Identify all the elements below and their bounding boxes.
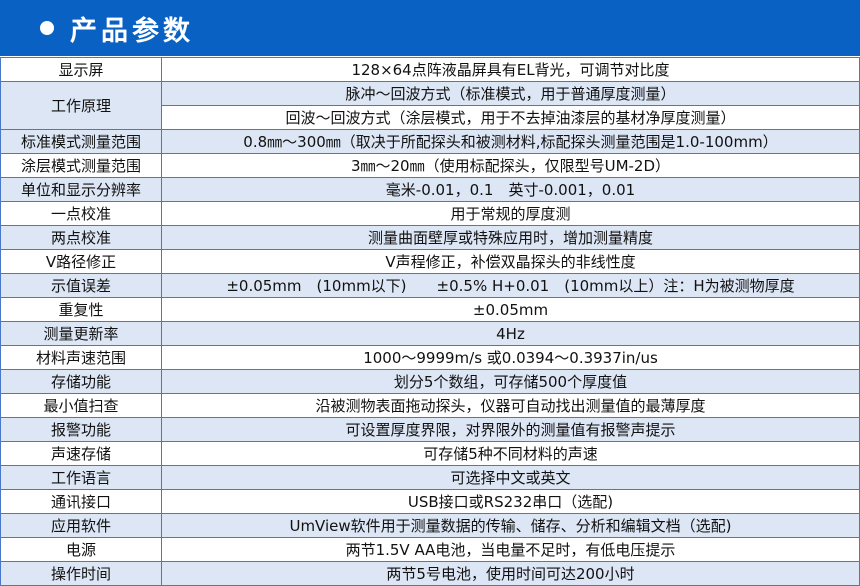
- param-value: 划分5个数组，可存储500个厚度值: [161, 369, 860, 394]
- table-row: 回波～回波方式（涂层模式，用于不去掉油漆层的基材净厚度测量）: [1, 105, 860, 130]
- param-label: 示值误差: [0, 273, 162, 298]
- param-value: 两节5号电池，使用时间可达200小时: [161, 561, 860, 586]
- table-row: 通讯接口 USB接口或RS232串口（选配): [0, 489, 860, 514]
- section-title: 产品参数: [70, 15, 194, 47]
- param-value: UmView软件用于测量数据的传输、储存、分析和编辑文档（选配): [161, 513, 860, 538]
- table-row: 一点校准 用于常规的厚度测: [0, 201, 860, 226]
- param-label: 单位和显示分辨率: [0, 177, 162, 202]
- bullet-icon: [40, 21, 54, 35]
- table-row: 工作语言 可选择中文或英文: [0, 465, 860, 490]
- param-label: 两点校准: [0, 225, 162, 250]
- param-label: V路径修正: [0, 249, 162, 274]
- table-row: 材料声速范围 1000～9999m/s 或0.0394～0.3937in/us: [0, 345, 860, 370]
- param-label: 声速存储: [0, 441, 162, 466]
- param-value: 脉冲～回波方式（标准模式，用于普通厚度测量）: [161, 81, 860, 106]
- table-row: 工作原理 脉冲～回波方式（标准模式，用于普通厚度测量）: [0, 81, 860, 130]
- param-label: 通讯接口: [0, 489, 162, 514]
- param-value: ±0.05mm: [161, 297, 860, 322]
- param-value: 沿被测物表面拖动探头，仪器可自动找出测量值的最薄厚度: [161, 393, 860, 418]
- param-value: 1000～9999m/s 或0.0394～0.3937in/us: [161, 345, 860, 370]
- param-label: 测量更新率: [0, 321, 162, 346]
- param-label: 操作时间: [0, 561, 162, 586]
- table-row: 显示屏 128×64点阵液晶屏具有EL背光，可调节对比度: [0, 57, 860, 82]
- table-row: 单位和显示分辨率 毫米-0.01，0.1 英寸-0.001，0.01: [0, 177, 860, 202]
- table-row: 电源 两节1.5V AA电池，当电量不足时，有低电压提示: [0, 537, 860, 562]
- param-label: 工作语言: [0, 465, 162, 490]
- param-label: 标准模式测量范围: [0, 129, 162, 154]
- param-label: 一点校准: [0, 201, 162, 226]
- spec-table: 显示屏 128×64点阵液晶屏具有EL背光，可调节对比度 工作原理 脉冲～回波方式（标…: [0, 57, 860, 586]
- param-value: 回波～回波方式（涂层模式，用于不去掉油漆层的基材净厚度测量）: [161, 105, 860, 130]
- param-label: 最小值扫查: [0, 393, 162, 418]
- table-row: 标准模式测量范围 0.8㎜～300㎜（取决于所配探头和被测材料,标配探头测量范围是…: [0, 129, 860, 154]
- param-label: 存储功能: [0, 369, 162, 394]
- table-row: 涂层模式测量范围 3㎜～20㎜（使用标配探头，仅限型号UM-2D）: [0, 153, 860, 178]
- param-value: 3㎜～20㎜（使用标配探头，仅限型号UM-2D）: [161, 153, 860, 178]
- param-label: 应用软件: [0, 513, 162, 538]
- table-row: 存储功能 划分5个数组，可存储500个厚度值: [0, 369, 860, 394]
- param-label: 工作原理: [0, 81, 162, 130]
- table-row: 两点校准 测量曲面壁厚或特殊应用时，增加测量精度: [0, 225, 860, 250]
- param-value: 可选择中文或英文: [161, 465, 860, 490]
- table-row: 报警功能 可设置厚度界限，对界限外的测量值有报警声提示: [0, 417, 860, 442]
- param-value: USB接口或RS232串口（选配): [161, 489, 860, 514]
- param-value: V声程修正，补偿双晶探头的非线性度: [161, 249, 860, 274]
- param-value: 4Hz: [161, 321, 860, 346]
- table-row: 测量更新率 4Hz: [0, 321, 860, 346]
- param-value: 两节1.5V AA电池，当电量不足时，有低电压提示: [161, 537, 860, 562]
- table-row: 最小值扫查 沿被测物表面拖动探头，仪器可自动找出测量值的最薄厚度: [0, 393, 860, 418]
- param-value: 可存储5种不同材料的声速: [161, 441, 860, 466]
- table-row: V路径修正 V声程修正，补偿双晶探头的非线性度: [0, 249, 860, 274]
- param-label: 重复性: [0, 297, 162, 322]
- section-header: 产品参数: [0, 0, 860, 56]
- param-label: 涂层模式测量范围: [0, 153, 162, 178]
- param-value: 毫米-0.01，0.1 英寸-0.001，0.01: [161, 177, 860, 202]
- param-value: 测量曲面壁厚或特殊应用时，增加测量精度: [161, 225, 860, 250]
- param-label: 电源: [0, 537, 162, 562]
- param-value: 0.8㎜～300㎜（取决于所配探头和被测材料,标配探头测量范围是1.0-100m…: [161, 129, 860, 154]
- param-label: 显示屏: [0, 57, 162, 82]
- table-row: 声速存储 可存储5种不同材料的声速: [0, 441, 860, 466]
- param-value: 用于常规的厚度测: [161, 201, 860, 226]
- param-value: 可设置厚度界限，对界限外的测量值有报警声提示: [161, 417, 860, 442]
- table-row: 重复性 ±0.05mm: [0, 297, 860, 322]
- table-row: 操作时间 两节5号电池，使用时间可达200小时: [0, 561, 860, 586]
- param-label: 材料声速范围: [0, 345, 162, 370]
- param-value: ±0.05mm (10mm以下) ±0.5% H+0.01 (10mm以上）注：…: [161, 273, 860, 298]
- table-row: 示值误差 ±0.05mm (10mm以下) ±0.5% H+0.01 (10mm以…: [0, 273, 860, 298]
- param-label: 报警功能: [0, 417, 162, 442]
- table-row: 应用软件 UmView软件用于测量数据的传输、储存、分析和编辑文档（选配): [0, 513, 860, 538]
- param-value: 128×64点阵液晶屏具有EL背光，可调节对比度: [161, 57, 860, 82]
